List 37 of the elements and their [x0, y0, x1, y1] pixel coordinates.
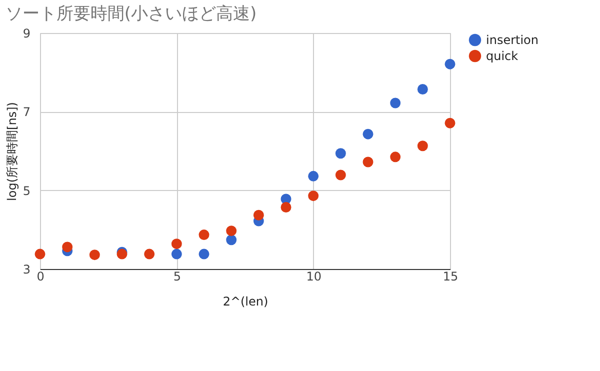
y-axis-title: log(所要時間[ns]) [4, 102, 19, 201]
point [362, 128, 374, 140]
point [171, 238, 182, 250]
x-tick-label: 10 [306, 270, 322, 284]
point [362, 156, 374, 168]
point [390, 98, 401, 108]
point [280, 202, 292, 212]
point [171, 248, 182, 260]
point [89, 250, 100, 260]
x-axis-title: 2^(len) [222, 294, 268, 308]
point [335, 148, 346, 159]
point [144, 248, 155, 260]
point [226, 226, 237, 236]
point [198, 248, 210, 260]
y-tick-label: 7 [22, 105, 30, 120]
point [444, 118, 456, 128]
point [335, 170, 346, 180]
point [62, 242, 73, 252]
point [253, 210, 264, 220]
point [390, 152, 401, 162]
point [417, 140, 428, 152]
point [198, 230, 210, 240]
legend-label: insertion [486, 33, 538, 47]
point [226, 234, 237, 246]
y-tick-label: 9 [22, 26, 30, 40]
y-tick-label: 5 [22, 184, 30, 198]
legend-label: quick [486, 49, 518, 63]
x-tick-label: 5 [173, 270, 181, 284]
point [308, 170, 319, 182]
chart-title: ソート所要時間(小さいほど高速) [5, 4, 257, 24]
x-tick-label: 0 [36, 270, 44, 284]
x-tick-label: 15 [442, 270, 458, 284]
point [444, 58, 456, 70]
point [34, 248, 46, 260]
point [417, 84, 428, 94]
y-tick-label: 3 [22, 262, 30, 276]
point [308, 190, 319, 202]
